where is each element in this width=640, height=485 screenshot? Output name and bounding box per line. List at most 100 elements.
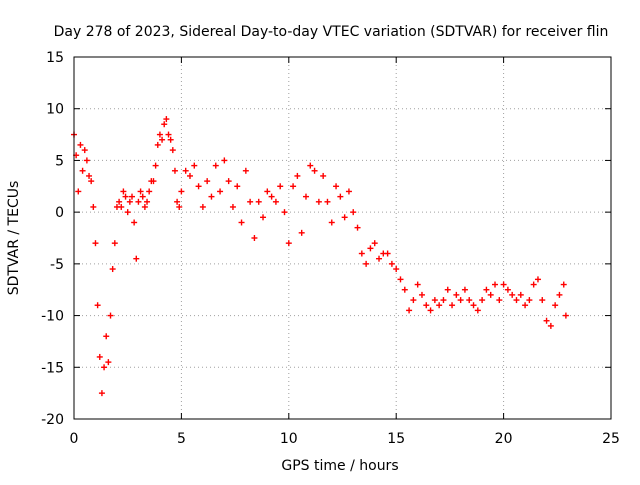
data-point [376, 255, 383, 262]
data-point [212, 162, 219, 169]
data-point [221, 157, 228, 164]
data-point [161, 121, 168, 128]
data-point [444, 286, 451, 293]
data-point [169, 147, 176, 154]
data-point [345, 188, 352, 195]
data-point [156, 131, 163, 138]
data-point [272, 198, 279, 205]
data-point [105, 359, 112, 366]
x-tick-label: 20 [495, 431, 513, 447]
data-point [298, 229, 305, 236]
data-point [539, 297, 546, 304]
data-point [90, 203, 97, 210]
data-point [341, 214, 348, 221]
data-point [268, 193, 275, 200]
data-point [509, 291, 516, 298]
data-point [337, 193, 344, 200]
data-point [109, 266, 116, 273]
data-point [354, 224, 361, 231]
data-point [302, 193, 309, 200]
data-point [131, 219, 138, 226]
data-point [371, 240, 378, 247]
data-point [101, 364, 108, 371]
data-point [526, 297, 533, 304]
data-point [92, 240, 99, 247]
data-point [418, 291, 425, 298]
data-point [120, 188, 127, 195]
data-point [152, 162, 159, 169]
data-point [466, 297, 473, 304]
data-point [534, 276, 541, 283]
data-point [255, 198, 262, 205]
data-series [71, 116, 569, 397]
data-point [315, 198, 322, 205]
data-point [307, 162, 314, 169]
data-point [324, 198, 331, 205]
data-point [436, 302, 443, 309]
data-point [77, 141, 84, 148]
data-point [195, 183, 202, 190]
y-tick-label: 5 [55, 153, 64, 169]
data-point [350, 209, 357, 216]
data-point [333, 183, 340, 190]
data-point [328, 219, 335, 226]
data-point [107, 312, 114, 319]
data-point [260, 214, 267, 221]
data-point [560, 281, 567, 288]
data-point [229, 203, 236, 210]
data-point [384, 250, 391, 257]
y-axis-title: SDTVAR / TECUs [6, 181, 22, 296]
data-point [122, 193, 129, 200]
data-point [401, 286, 408, 293]
data-point [504, 286, 511, 293]
y-tick-label: 0 [55, 205, 64, 221]
data-point [492, 281, 499, 288]
x-tick-label: 15 [387, 431, 405, 447]
data-point [137, 188, 144, 195]
data-point [461, 286, 468, 293]
data-point [98, 390, 105, 397]
x-tick-label: 10 [280, 431, 298, 447]
data-point [126, 198, 133, 205]
data-point [191, 162, 198, 169]
data-point [79, 167, 86, 174]
data-point [397, 276, 404, 283]
data-point [88, 178, 95, 185]
data-point [154, 141, 161, 148]
data-point [111, 240, 118, 247]
data-point [96, 353, 103, 360]
data-point [320, 172, 327, 179]
data-point [81, 147, 88, 154]
data-point [431, 297, 438, 304]
y-tick-label: -10 [41, 309, 64, 325]
data-point [281, 209, 288, 216]
data-point [530, 281, 537, 288]
data-point [290, 183, 297, 190]
data-point [277, 183, 284, 190]
data-point [165, 131, 172, 138]
data-point [496, 297, 503, 304]
data-point [500, 281, 507, 288]
x-axis-title: GPS time / hours [281, 458, 398, 474]
data-point [135, 198, 142, 205]
data-point [208, 193, 215, 200]
data-point [457, 297, 464, 304]
data-point [363, 260, 370, 267]
data-point [562, 312, 569, 319]
data-point [146, 188, 153, 195]
data-point [410, 297, 417, 304]
data-point [217, 188, 224, 195]
data-point [358, 250, 365, 257]
data-point [285, 240, 292, 247]
data-point [440, 297, 447, 304]
data-point [176, 203, 183, 210]
data-point [543, 317, 550, 324]
data-point [171, 167, 178, 174]
data-point [513, 297, 520, 304]
data-point [163, 116, 170, 123]
data-point [294, 172, 301, 179]
y-tick-label: -15 [41, 360, 64, 376]
grid [74, 57, 611, 419]
data-point [264, 188, 271, 195]
